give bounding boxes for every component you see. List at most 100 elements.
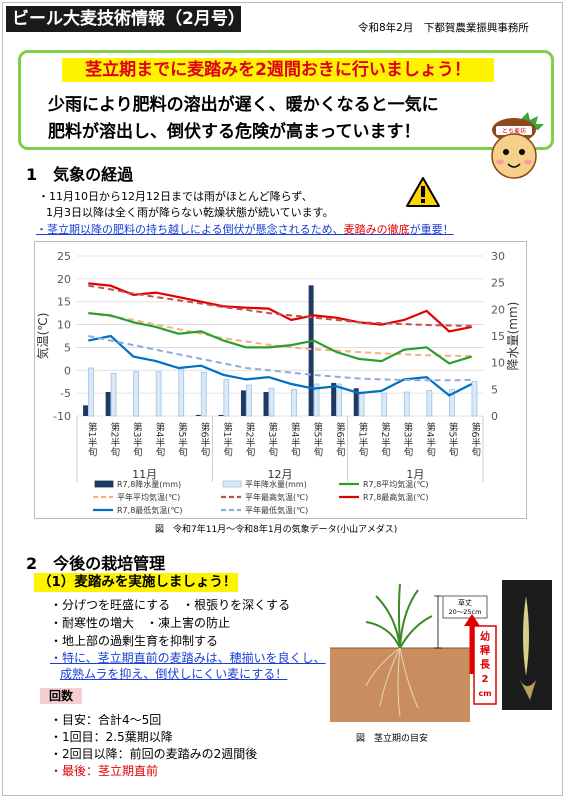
height-label-box <box>442 595 488 619</box>
legend-label: R7,8最高気温(℃) <box>363 492 429 502</box>
wheat-plant-illustration <box>365 583 433 649</box>
precipitation-bar <box>381 392 388 417</box>
precipitation-bar <box>331 382 337 416</box>
height-value: 20～25cm <box>449 608 482 616</box>
precipitation-bar <box>263 392 269 416</box>
key-message-banner <box>18 50 554 150</box>
stem-elongation-figure: 草丈 20～25cm 幼 稈 長 2 cm <box>330 580 552 722</box>
mascot-headband <box>496 126 532 135</box>
precipitation-bar <box>133 371 139 417</box>
benefit-item: ・地上部の過剰生育を抑制する <box>50 634 219 648</box>
precipitation-bar <box>155 371 162 417</box>
precipitation-bar <box>218 414 224 416</box>
legend-label: R7,8最低気温(℃) <box>117 505 183 515</box>
stem-length-char: 2 <box>482 674 489 685</box>
precipitation-bar <box>200 371 207 417</box>
issuer-line: 令和8年2月 下都賀農業振興事務所 <box>358 22 529 34</box>
x-tick-label: 第5半旬 <box>176 421 188 457</box>
month-label: 1月 <box>406 468 424 481</box>
temperature-line <box>88 334 473 397</box>
document-title: ビール大麦技術情報（2月号） <box>6 6 245 32</box>
x-tick-label: 第3半旬 <box>266 421 278 457</box>
precipitation-bar <box>88 367 94 417</box>
weather-chart: -10 -5 0 5 10 15 20 25 0 5 10 15 20 25 30 気温(℃) 降水量(mm) 第… <box>35 250 520 515</box>
mascot-hat-text: とち麦坊 <box>502 127 526 135</box>
legend-swatch <box>222 480 242 488</box>
y-tick-label-left: 20 <box>57 273 71 286</box>
root-illustration <box>365 647 419 717</box>
benefit-item: ・耐寒性の増大 ・凍上害の防止 <box>50 616 231 630</box>
mascot-cheek-left <box>496 159 504 165</box>
weather-note-3-tail: が重要！ <box>409 223 454 236</box>
count-item-last: ・最後：茎立期直前 <box>50 764 159 778</box>
x-tick-label: 第2半旬 <box>244 421 256 457</box>
x-tick-label: 第3半旬 <box>131 421 143 457</box>
precipitation-bar <box>308 285 314 416</box>
precipitation-bar <box>83 405 89 416</box>
chart-caption: 図 令和7年11月～令和8年1月の気象データ(小山アメダス) <box>155 525 398 535</box>
mascot-face <box>491 133 537 179</box>
y-tick-label-right: 10 <box>491 357 505 370</box>
x-tick-label: 第6半旬 <box>199 421 211 457</box>
banner-message: 少雨により肥料の溶出が遅く、暖かくなると一気に 肥料が溶出し、倒伏する危険が高ま… <box>48 92 498 146</box>
x-tick-label: 第3半旬 <box>402 421 414 457</box>
count-item: ・2回目以降：前回の麦踏みの2週間後 <box>50 747 258 761</box>
stem-length-char: cm <box>478 689 491 698</box>
highlight-line-2: 成熟ムラを抑え、倒伏しにくい麦にする！ <box>60 667 288 681</box>
y-tick-label-right: 15 <box>491 330 505 343</box>
weather-note-2: 1月3日以降は全く雨が降らない乾燥状態が続いています。 <box>46 206 334 219</box>
precipitation-bar <box>246 384 252 417</box>
precipitation-bar <box>223 379 230 417</box>
banner-title: 茎立期までに麦踏みを2週間おきに行いましょう！ <box>85 60 471 80</box>
y-axis-title-left: 気温(℃) <box>35 313 50 360</box>
precipitation-bar <box>178 368 185 417</box>
precipitation-bar <box>471 380 478 417</box>
weather-chart-frame <box>34 241 527 519</box>
mascot-illustration: とち麦坊 <box>491 112 544 179</box>
legend-label: 平年降水量(mm) <box>245 479 307 489</box>
warning-icon <box>406 177 440 207</box>
mascot-mouth <box>507 163 521 168</box>
section-heading-management: 2 今後の栽培管理 <box>26 554 166 573</box>
count-item: ・目安：合計4～5回 <box>50 713 162 727</box>
x-tick-label: 第4半旬 <box>289 421 301 457</box>
mascot-cheek-right <box>524 159 532 165</box>
y-tick-label-right: 30 <box>491 250 505 263</box>
stem-length-char: 長 <box>480 659 491 671</box>
x-tick-label: 第4半旬 <box>153 421 165 457</box>
precipitation-bar <box>449 388 455 417</box>
precipitation-bar <box>358 391 365 417</box>
month-label: 11月 <box>132 468 157 481</box>
x-tick-label: 第1半旬 <box>356 421 368 457</box>
precipitation-bar <box>313 383 320 417</box>
y-tick-label-left: -10 <box>53 410 71 423</box>
y-tick-label-right: 25 <box>491 277 505 290</box>
precipitation-bar <box>268 387 275 417</box>
precipitation-bar <box>110 372 117 417</box>
soil-illustration <box>330 648 470 722</box>
stem-length-box <box>473 625 497 705</box>
x-tick-label: 第5半旬 <box>311 421 323 457</box>
precipitation-bar <box>291 388 297 417</box>
banner-message-line: 肥料が溶出し、倒伏する危険が高まっています！ <box>48 122 421 142</box>
figure-caption: 図 茎立期の目安 <box>356 734 429 744</box>
weather-note-3-emphasis: 麦踏みの徹底 <box>343 223 410 236</box>
count-badge: 回数 <box>40 688 82 704</box>
stem-photo-stalk <box>523 596 529 676</box>
banner-title-highlight <box>62 58 494 82</box>
y-tick-label-right: 20 <box>491 303 505 316</box>
temperature-line <box>88 312 473 365</box>
precipitation-bar <box>353 388 359 416</box>
x-tick-label: 第1半旬 <box>221 421 233 457</box>
x-tick-label: 第4半旬 <box>424 421 436 457</box>
temperature-line <box>88 335 472 382</box>
legend-label: R7,8平均気温(℃) <box>363 479 429 489</box>
legend-swatch <box>94 480 114 488</box>
mascot-eye-left <box>503 149 509 155</box>
banner-message-line: 少雨により肥料の溶出が遅く、暖かくなると一気に <box>48 95 439 115</box>
subheading-wheat-treading: （1）麦踏みを実施しましょう！ <box>38 574 237 590</box>
legend-label: 平年平均気温(℃) <box>117 492 180 502</box>
precipitation-bar <box>105 392 111 416</box>
precipitation-bar <box>426 389 433 417</box>
weather-note-1: ・11月10日から12月12日までは雨がほとんど降らず、 <box>38 190 313 203</box>
